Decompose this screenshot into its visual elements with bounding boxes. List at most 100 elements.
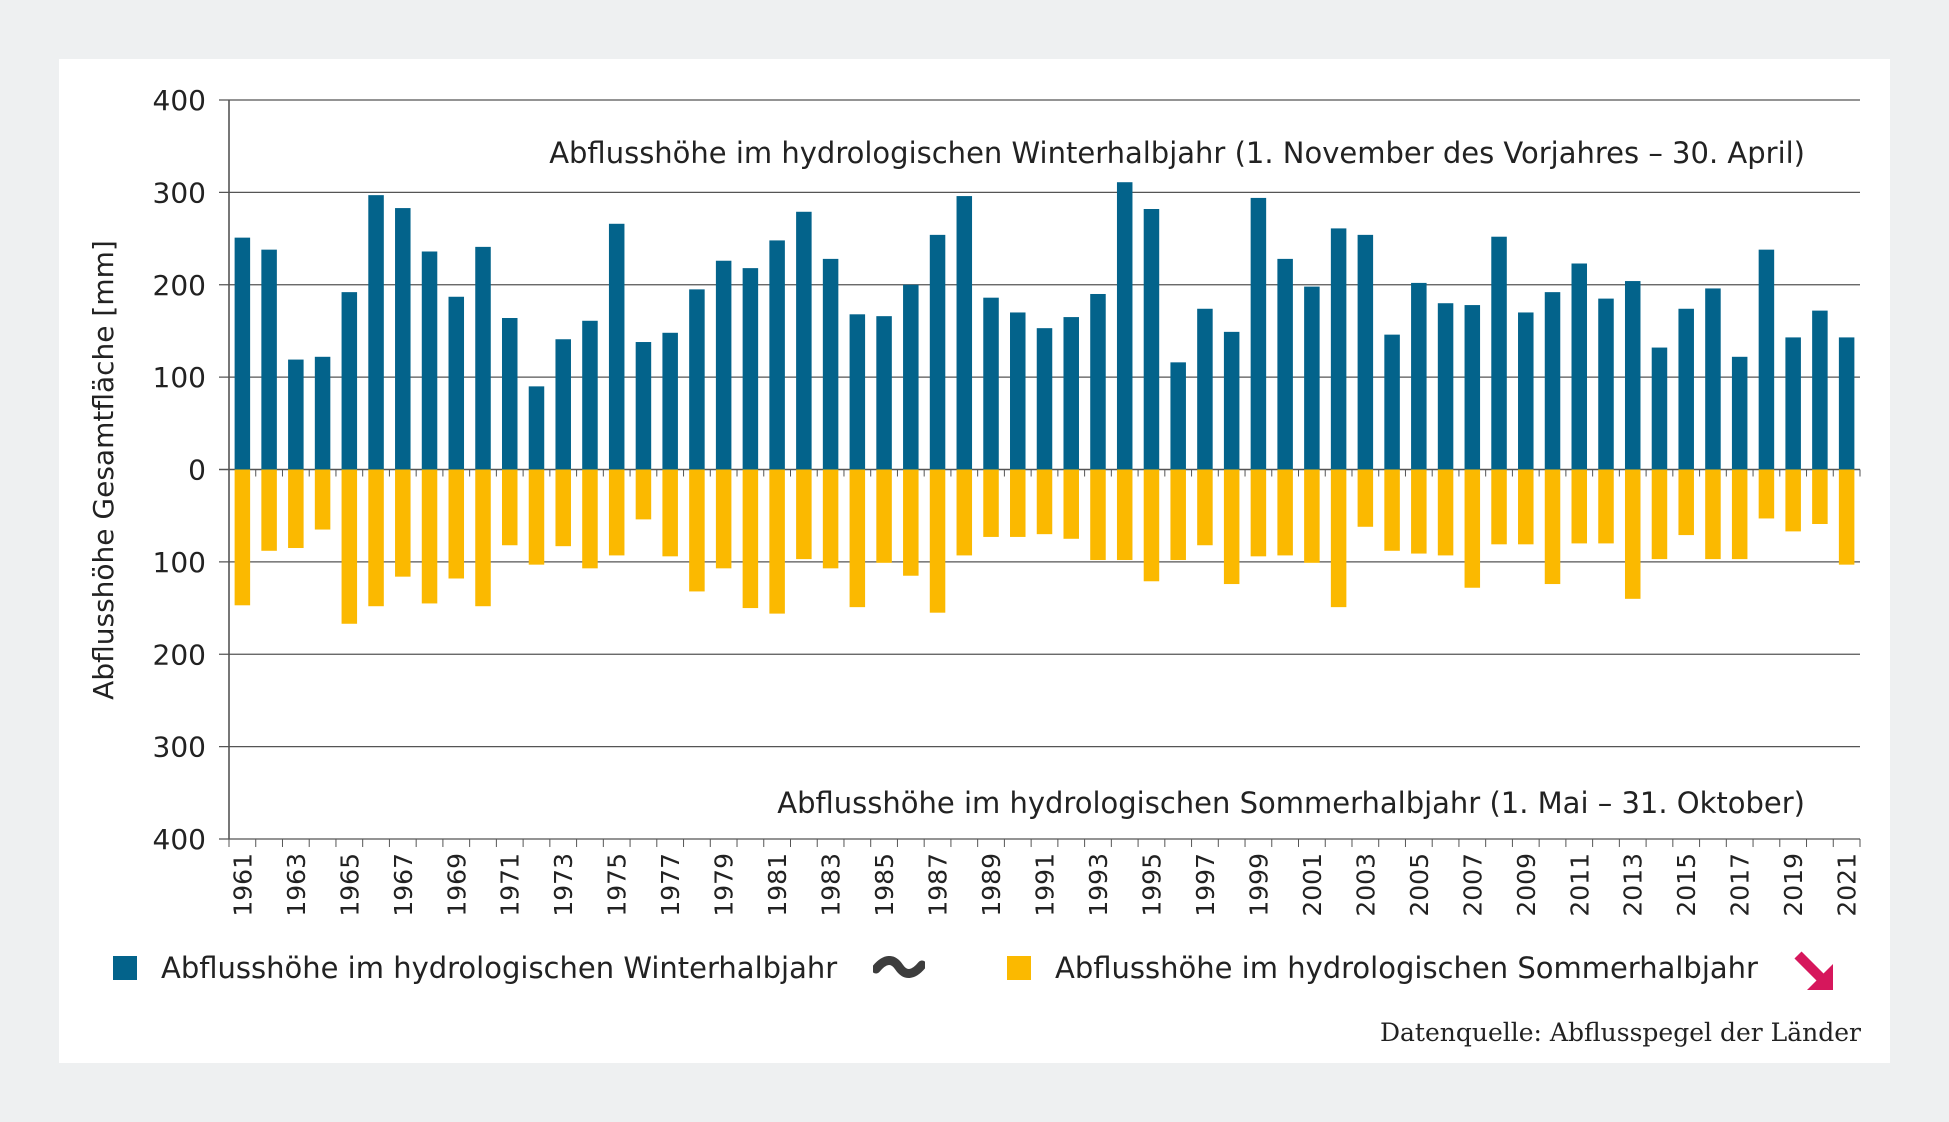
bar-winter-1993 [1090,293,1106,470]
bar-winter-2010 [1544,292,1561,470]
bar-summer-2017 [1731,469,1748,560]
bar-winter-1987 [929,234,946,470]
x-tick-label: 2003 [1351,853,1380,917]
bar-summer-2003 [1357,469,1374,527]
bar-winter-2002 [1330,228,1347,470]
bar-summer-2007 [1464,469,1481,588]
bar-summer-1977 [662,469,678,557]
bar-summer-1990 [1010,469,1026,537]
bar-winter-2014 [1651,347,1668,470]
bar-winter-1967 [395,208,411,470]
bar-summer-2019 [1785,469,1801,532]
bar-winter-1963 [288,359,304,470]
bar-summer-1988 [956,469,973,556]
x-tick-label: 1961 [228,853,257,917]
x-tick-label: 2017 [1726,853,1755,917]
bar-winter-2017 [1731,356,1748,470]
bar-winter-2018 [1758,249,1775,470]
wave-trend-icon [873,956,925,978]
y-tick-label: 200 [153,638,206,671]
x-tick-label: 2013 [1619,853,1648,917]
bar-summer-1976 [635,469,652,520]
bar-summer-1999 [1250,469,1267,557]
bar-winter-1983 [822,258,839,470]
bar-summer-1993 [1090,469,1106,561]
bar-summer-1962 [261,469,277,551]
bar-summer-2010 [1544,469,1561,585]
x-tick-label: 2021 [1833,853,1862,917]
x-tick-label: 1987 [924,853,953,917]
bar-summer-1967 [395,469,411,577]
bar-winter-1979 [715,260,732,470]
bar-summer-2002 [1330,469,1347,608]
bar-winter-1964 [314,356,331,470]
bar-winter-2007 [1464,305,1481,470]
bar-winter-1985 [876,316,892,470]
bar-winter-1978 [689,289,705,470]
bar-winter-2020 [1812,310,1828,470]
x-tick-label: 1977 [656,853,685,917]
x-tick-label: 1971 [496,853,525,917]
bar-summer-1966 [368,469,384,607]
bar-winter-1991 [1036,328,1053,470]
bar-winter-1961 [234,237,251,470]
bar-summer-1978 [689,469,705,592]
bar-summer-2014 [1651,469,1668,560]
bar-summer-2011 [1571,469,1588,544]
bar-winter-1969 [448,296,465,470]
bar-summer-2005 [1411,469,1427,554]
bar-winter-1999 [1250,197,1267,470]
bar-winter-2006 [1437,303,1454,470]
bar-winter-2021 [1838,337,1855,470]
bar-winter-2019 [1785,337,1801,470]
x-tick-label: 2019 [1779,853,1808,917]
bar-summer-2016 [1705,469,1721,560]
y-tick-label: 0 [188,454,206,487]
bar-winter-1988 [956,196,973,470]
bar-summer-1969 [448,469,465,579]
y-tick-label: 300 [153,176,206,209]
x-tick-label: 1993 [1084,853,1113,917]
x-tick-label: 2005 [1405,853,1434,917]
bar-summer-2004 [1384,469,1400,551]
x-tick-label: 1991 [1031,853,1060,917]
bar-winter-2003 [1357,234,1374,470]
x-tick-label: 1983 [817,853,846,917]
x-tick-label: 2009 [1512,853,1541,917]
legend-summer-label: Abflusshöhe im hydrologischen Sommerhalb… [1055,951,1758,985]
bar-summer-2006 [1437,469,1454,556]
bar-winter-1994 [1116,182,1133,470]
x-tick-label: 1963 [282,853,311,917]
bar-winter-1984 [849,314,866,470]
bar-summer-2012 [1598,469,1614,544]
bar-summer-1994 [1116,469,1133,561]
x-tick-label: 1967 [389,853,418,917]
bar-winter-1992 [1063,317,1079,470]
x-tick-label: 1997 [1191,853,1220,917]
bar-summer-2001 [1304,469,1320,563]
bar-summer-1972 [528,469,545,565]
bar-winter-1974 [582,320,598,470]
x-tick-label: 2015 [1672,853,1701,917]
bar-winter-1996 [1170,362,1186,470]
bar-summer-1970 [475,469,491,607]
bar-summer-1989 [983,469,999,537]
bar-winter-2013 [1624,281,1641,470]
y-tick-label: 400 [153,84,206,117]
bar-summer-1965 [341,469,358,624]
bar-summer-2021 [1838,469,1855,565]
bar-winter-1995 [1143,209,1160,470]
bar-summer-1987 [929,469,946,613]
bar-summer-1971 [501,469,518,546]
bar-winter-1998 [1223,331,1240,470]
x-tick-label: 1981 [763,853,792,917]
bar-summer-2018 [1758,469,1775,519]
x-tick-label: 2001 [1298,853,1327,917]
data-source: Datenquelle: Abflusspegel der Länder [1379,1018,1861,1047]
x-tick-label: 1985 [870,853,899,917]
bar-summer-2000 [1277,469,1293,556]
bar-winter-2000 [1277,258,1293,470]
y-tick-label: 200 [153,269,206,302]
legend-winter: Abflusshöhe im hydrologischen Winterhalb… [113,951,837,985]
bar-winter-1975 [608,223,625,470]
